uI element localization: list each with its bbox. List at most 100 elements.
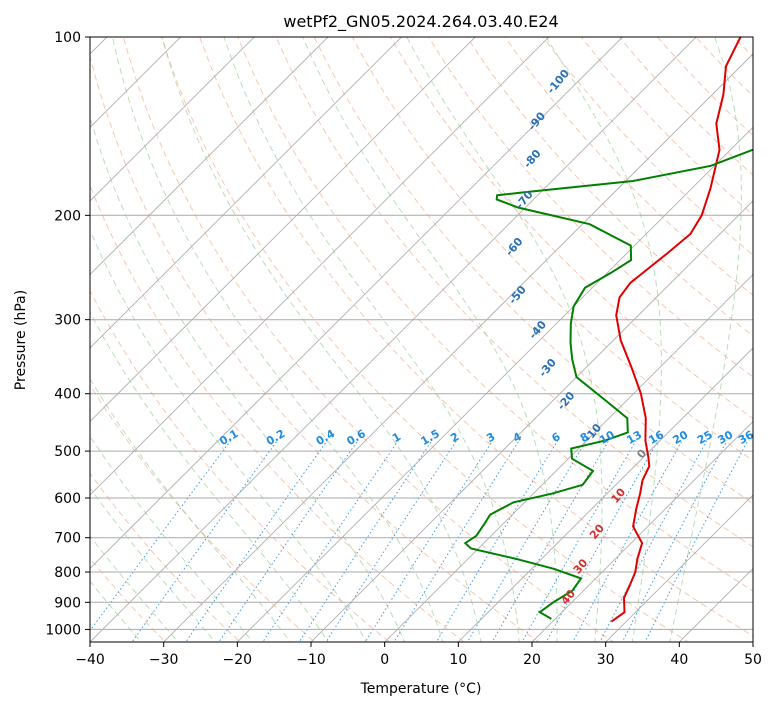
isotherm-line (457, 347, 753, 642)
y-tick-label: 1000 (45, 622, 81, 638)
dry-adiabat-line (733, 37, 753, 58)
dry-adiabat-line (504, 37, 753, 296)
mixing-ratio-line (298, 440, 433, 642)
mixing-ratio-label: 1.5 (418, 427, 441, 448)
dry-adiabat-label: 20 (587, 521, 607, 541)
isotherm-line (678, 567, 753, 642)
x-axis-label: Temperature (°C) (360, 681, 482, 697)
x-tick-label: 30 (597, 652, 615, 668)
moist-adiabat-line (406, 37, 603, 642)
mixing-ratio-label: 1 (390, 430, 403, 445)
mixing-ratio-line (621, 440, 728, 642)
dry-adiabat-label: -60 (503, 235, 526, 259)
temperature-profile-line (610, 37, 742, 623)
isotherm-line (90, 37, 550, 496)
mixing-ratio-line (364, 440, 494, 642)
mixing-ratio-label: 3 (484, 430, 497, 445)
isotherm-line (605, 494, 753, 642)
mixing-ratio-label: 0.2 (264, 427, 287, 448)
dry-adiabat-line (90, 289, 391, 642)
mixing-ratio-line (262, 440, 399, 642)
moist-adiabat-line (669, 37, 742, 642)
dry-adiabat-line (428, 37, 753, 378)
x-tick-label: 20 (523, 652, 541, 668)
isotherm-line (531, 420, 753, 642)
isotherm-line (90, 37, 182, 129)
plot-frame (89, 36, 754, 643)
mixing-ratio-line (545, 440, 659, 642)
dry-adiabat-line (759, 24, 775, 654)
moist-adiabat-line (302, 37, 558, 642)
dry-adiabat-line (90, 184, 465, 642)
dry-adiabat-line (389, 37, 753, 420)
moist-adiabat-line (90, 377, 291, 642)
mixing-ratio-label: 0.6 (344, 427, 368, 448)
mixing-ratio-line (185, 440, 328, 642)
mixing-ratio-label: 0.1 (217, 427, 240, 448)
dry-adiabat-label: -50 (506, 283, 529, 307)
moist-adiabat-line (545, 37, 662, 642)
dry-adiabat-line (695, 37, 753, 97)
dry-adiabat-line (542, 37, 753, 256)
dry-adiabat-label: -90 (525, 109, 548, 133)
dry-adiabat-line (466, 37, 753, 337)
dry-adiabat-line (90, 472, 241, 642)
isotherm-line (90, 37, 476, 423)
moist-adiabat-line (90, 580, 142, 642)
mixing-ratio-label: 4 (511, 430, 524, 445)
mixing-ratio-line (491, 440, 610, 642)
dry-adiabat-line (313, 37, 753, 505)
dry-adiabat-line (275, 37, 753, 548)
dry-adiabat-label: 40 (558, 587, 578, 607)
x-tick-label: 0 (380, 652, 389, 668)
dry-adiabat-label: -40 (526, 318, 549, 342)
mixing-ratio-line (599, 440, 708, 642)
isotherm-line (90, 37, 255, 202)
mixing-ratio-label: 30 (715, 428, 735, 447)
mixing-ratio-line (572, 440, 683, 642)
x-tick-label: 40 (670, 652, 688, 668)
mixing-ratio-line (521, 440, 637, 642)
isotherm-line (90, 37, 329, 276)
isotherm-line (90, 37, 624, 570)
y-tick-label: 900 (54, 595, 81, 611)
dry-adiabat-line (351, 37, 753, 462)
moist-adiabat-line (90, 435, 254, 642)
x-tick-label: −40 (75, 652, 105, 668)
x-tick-label: 10 (449, 652, 467, 668)
y-tick-label: 800 (54, 565, 81, 581)
x-tick-label: −30 (149, 652, 179, 668)
dry-adiabat-line (90, 383, 316, 642)
dry-adiabat-label: -80 (521, 147, 544, 171)
moist-adiabat-line (90, 487, 216, 642)
dry-adiabat-line (580, 37, 753, 216)
mixing-ratio-label: 16 (646, 428, 666, 447)
y-tick-label: 400 (54, 387, 81, 403)
isotherm-line (90, 37, 697, 642)
plot-area (90, 24, 775, 654)
dry-adiabat-label: -20 (555, 389, 578, 413)
y-tick-label: 100 (54, 30, 81, 46)
y-tick-label: 600 (54, 491, 81, 507)
dry-adiabat-label: -30 (536, 356, 559, 380)
dry-adiabat-label: 10 (608, 485, 628, 505)
x-tick-label: −10 (296, 652, 326, 668)
y-tick-label: 700 (54, 531, 81, 547)
dry-adiabat-line (122, 37, 615, 642)
isotherm-line (384, 273, 753, 642)
isotherm-line (752, 641, 753, 642)
y-tick-label: 500 (54, 444, 81, 460)
dry-adiabat-line (199, 37, 753, 637)
axis-ticks: −40 −30 −20 −10 0 10 20 30 40 5010020030040050060… (45, 30, 762, 668)
mixing-ratio-label: 20 (671, 428, 691, 447)
mixing-ratio-label: 6 (549, 430, 562, 445)
dry-adiabat-line (656, 37, 753, 137)
y-axis-label: Pressure (hPa) (13, 290, 29, 390)
x-tick-label: −20 (223, 652, 253, 668)
contour-labels: -100-90-80-70-60-50-40-30-20-10010203040… (217, 67, 756, 608)
x-tick-label: 50 (744, 652, 762, 668)
isotherm-line (163, 53, 753, 642)
isotherm-line (310, 200, 753, 642)
mixing-ratio-line (218, 440, 359, 642)
